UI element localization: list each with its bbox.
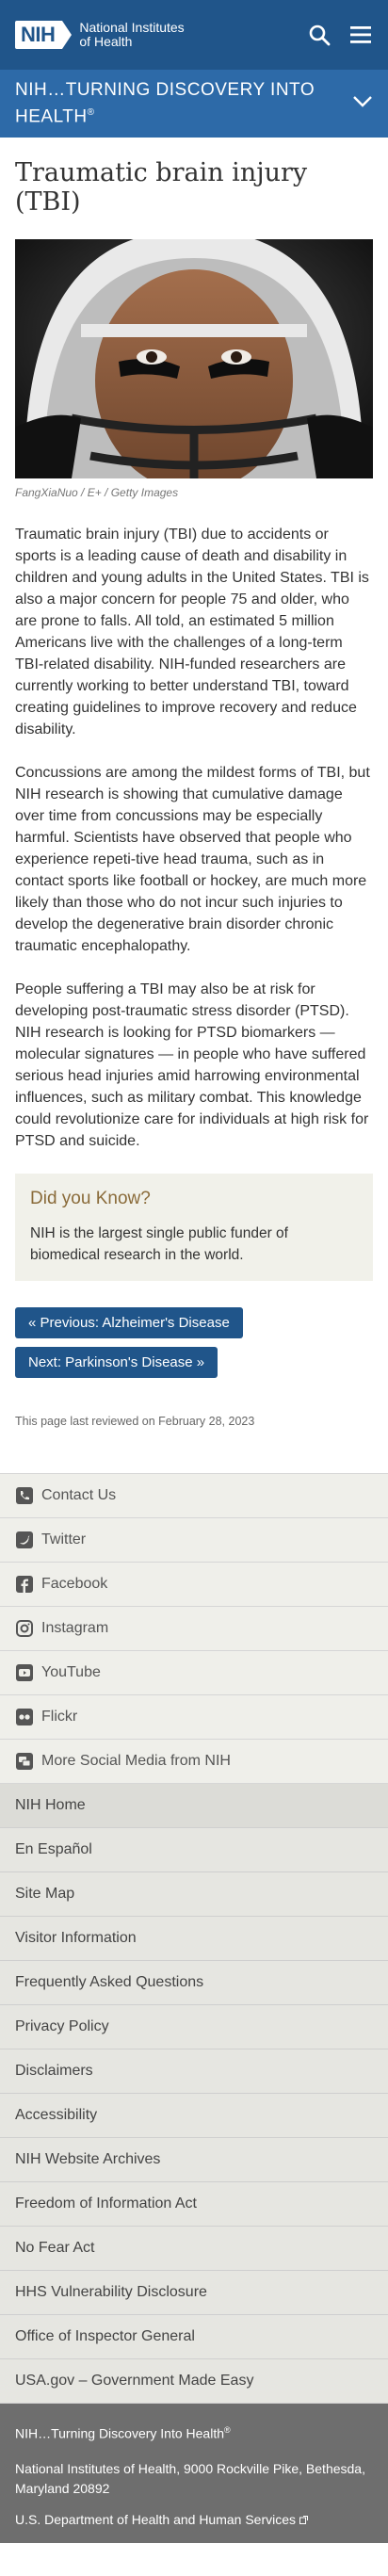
image-credit: FangXiaNuo / E+ / Getty Images — [15, 486, 179, 499]
social-link-label: More Social Media from NIH — [41, 1753, 231, 1769]
phone-icon — [15, 1486, 34, 1505]
social-link-label: Instagram — [41, 1620, 109, 1636]
social-link-label: Contact Us — [41, 1487, 117, 1503]
social-link-more[interactable]: More Social Media from NIH — [0, 1740, 388, 1784]
nih-logo[interactable]: NIH National Institutes of Health — [15, 21, 185, 49]
footer-link-visitor-information[interactable]: Visitor Information — [0, 1917, 388, 1961]
social-link-twitter[interactable]: Twitter — [0, 1518, 388, 1563]
registered-mark: ® — [224, 2425, 231, 2435]
did-you-know-callout: Did you Know? NIH is the largest single … — [15, 1174, 373, 1281]
instagram-icon — [15, 1619, 34, 1638]
last-reviewed: This page last reviewed on February 28, … — [15, 1415, 255, 1428]
footer-link-nih-home[interactable]: NIH Home — [0, 1784, 388, 1828]
footer-link-disclaimers[interactable]: Disclaimers — [0, 2049, 388, 2094]
social-link-flickr[interactable]: Flickr — [0, 1695, 388, 1740]
footer-link-vulnerability-disclosure[interactable]: HHS Vulnerability Disclosure — [0, 2271, 388, 2315]
callout-title: Did you Know? — [30, 1189, 151, 1208]
social-links: Contact Us Twitter Facebook Instagram Yo… — [0, 1473, 388, 1784]
article-paragraph: Concussions are among the mildest forms … — [15, 765, 370, 954]
article-paragraph: People suffering a TBI may also be at ri… — [15, 981, 369, 1149]
footer-tagline: NIH…Turning Discovery Into Health® — [15, 2421, 373, 2444]
footer-link-privacy-policy[interactable]: Privacy Policy — [0, 2005, 388, 2049]
share-icon — [15, 1752, 34, 1771]
social-link-instagram[interactable]: Instagram — [0, 1607, 388, 1651]
facebook-icon — [15, 1575, 34, 1594]
social-link-label: Facebook — [41, 1576, 108, 1592]
footer-address: National Institutes of Health, 9000 Rock… — [15, 2460, 365, 2496]
social-link-label: Flickr — [41, 1709, 78, 1725]
pager: « Previous: Alzheimer's Disease Next: Pa… — [15, 1307, 373, 1386]
next-page-button[interactable]: Next: Parkinson's Disease » — [15, 1347, 218, 1378]
footer-link-site-map[interactable]: Site Map — [0, 1872, 388, 1917]
main-content: Traumatic brain injury (TBI) — [0, 158, 388, 1428]
footer-link-accessibility[interactable]: Accessibility — [0, 2094, 388, 2138]
footer-hhs-text: U.S. Department of Health and Human Serv… — [15, 2511, 297, 2527]
logo-line-2: of Health — [79, 34, 133, 49]
site-footer: Contact Us Twitter Facebook Instagram Yo… — [0, 1473, 388, 2543]
chevron-down-icon[interactable] — [352, 95, 373, 113]
hero-image — [15, 239, 373, 478]
footer-tagline-text: NIH…Turning Discovery Into Health — [15, 2425, 225, 2441]
site-header: NIH National Institutes of Health — [0, 0, 388, 70]
footer-link-faq[interactable]: Frequently Asked Questions — [0, 1961, 388, 2005]
menu-icon[interactable] — [348, 23, 373, 47]
social-link-label: YouTube — [41, 1664, 101, 1680]
footer-hhs-link[interactable]: U.S. Department of Health and Human Serv… — [15, 2510, 373, 2530]
page-title: Traumatic brain injury (TBI) — [15, 158, 308, 217]
tagline-bar[interactable]: NIH…TURNING DISCOVERY INTO HEALTH® — [0, 70, 388, 138]
social-link-label: Twitter — [41, 1531, 87, 1547]
header-actions — [307, 23, 373, 47]
footer-bottom: NIH…Turning Discovery Into Health® Natio… — [0, 2404, 388, 2543]
logo-text: National Institutes of Health — [79, 21, 184, 49]
registered-mark: ® — [87, 106, 95, 118]
flickr-icon — [15, 1708, 34, 1726]
tagline: NIH…TURNING DISCOVERY INTO HEALTH® — [15, 79, 316, 128]
external-link-icon — [299, 2512, 308, 2527]
logo-line-1: National Institutes — [79, 20, 185, 35]
footer-links: NIH Home En Español Site Map Visitor Inf… — [0, 1784, 388, 2404]
footer-link-inspector-general[interactable]: Office of Inspector General — [0, 2315, 388, 2359]
search-icon[interactable] — [307, 23, 331, 47]
logo-mark: NIH — [15, 21, 73, 49]
previous-page-button[interactable]: « Previous: Alzheimer's Disease — [15, 1307, 243, 1338]
footer-link-foia[interactable]: Freedom of Information Act — [0, 2182, 388, 2227]
twitter-icon — [15, 1531, 34, 1549]
footer-link-no-fear-act[interactable]: No Fear Act — [0, 2227, 388, 2271]
footer-link-en-espanol[interactable]: En Español — [0, 1828, 388, 1872]
social-link-youtube[interactable]: YouTube — [0, 1651, 388, 1695]
youtube-icon — [15, 1663, 34, 1682]
footer-link-usa-gov[interactable]: USA.gov – Government Made Easy — [0, 2359, 388, 2404]
tagline-text: NIH…TURNING DISCOVERY INTO HEALTH — [15, 79, 315, 127]
article-paragraph: Traumatic brain injury (TBI) due to acci… — [15, 527, 369, 737]
social-link-facebook[interactable]: Facebook — [0, 1563, 388, 1607]
callout-text: NIH is the largest single public funder … — [30, 1225, 288, 1263]
footer-link-website-archives[interactable]: NIH Website Archives — [0, 2138, 388, 2182]
social-link-contact-us[interactable]: Contact Us — [0, 1474, 388, 1518]
